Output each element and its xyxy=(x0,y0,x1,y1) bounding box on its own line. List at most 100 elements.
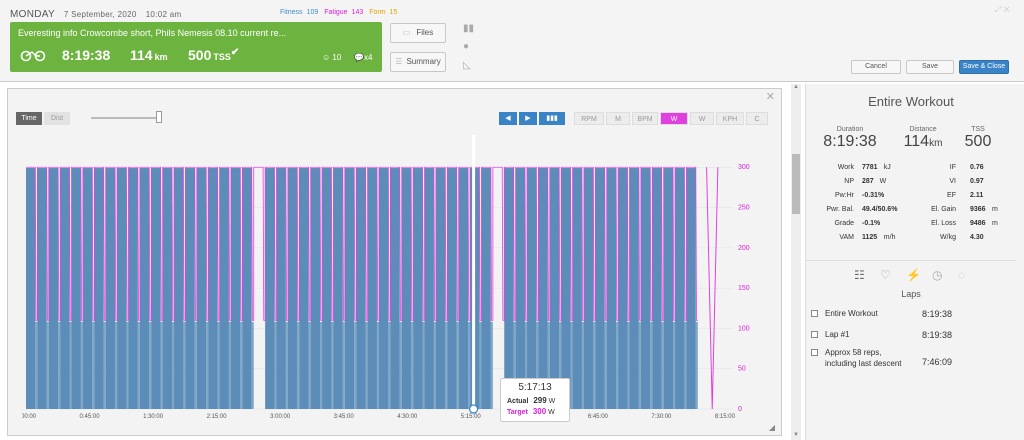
expand-icon[interactable]: ⤢ ✕ xyxy=(995,5,1010,14)
stat-label: Pw:Hr xyxy=(834,192,854,199)
bike-icon xyxy=(20,50,46,62)
recovery-bar xyxy=(604,321,607,409)
stat-value: 287 xyxy=(862,178,874,185)
left-arrow-icon: ◀ xyxy=(505,115,511,122)
comments-count: ☺ 10 xyxy=(322,53,341,62)
divider xyxy=(806,260,1016,261)
power-chart[interactable]: 0:00:00 0:45:00 1:30:00 2:15:00 3:00:00 3:45:… xyxy=(16,133,750,420)
recovery-bar xyxy=(695,321,698,409)
power-bar xyxy=(379,168,389,409)
stat-value: -0.31% xyxy=(862,192,885,199)
clock-icon[interactable]: ◷ xyxy=(932,268,943,282)
channel-button-w[interactable]: W xyxy=(690,112,714,125)
bar-chart-icon[interactable]: ▮▮ xyxy=(463,23,475,34)
cancel-button[interactable]: Cancel xyxy=(851,60,901,74)
stat-label: El. Gain xyxy=(931,206,956,213)
summary-distance-unit: km xyxy=(929,138,943,149)
summary-tss: TSS 500 xyxy=(958,126,998,151)
y-tick-label: 300 xyxy=(738,164,750,171)
summary-button[interactable]: ☰ Summary xyxy=(390,52,446,72)
stat-row: NP 287 W VI 0.97 xyxy=(806,178,1011,188)
workout-title[interactable]: Everesting info Crowcombe short, Phils N… xyxy=(18,28,287,38)
save-close-button[interactable]: Save & Close xyxy=(959,60,1009,74)
recovery-bar xyxy=(297,321,300,409)
lap-label: Entire Workout xyxy=(825,309,878,318)
zoom-slider-handle[interactable] xyxy=(156,111,162,123)
recovery-bar xyxy=(673,321,676,409)
lightning-icon[interactable]: ⚡ xyxy=(906,268,921,282)
y-tick-label: 50 xyxy=(738,366,746,373)
channel-button-bpm[interactable]: BPM xyxy=(632,112,658,125)
power-bar xyxy=(504,168,514,409)
fatigue-label: Fatigue xyxy=(324,9,348,16)
power-bar xyxy=(652,168,662,409)
zoom-slider[interactable] xyxy=(91,117,161,119)
y-tick-label: 100 xyxy=(738,325,750,332)
recovery-bar xyxy=(149,321,152,409)
comment-icon[interactable]: ● xyxy=(463,41,470,52)
scrollbar-down-icon[interactable]: ▼ xyxy=(793,432,799,438)
scrollbar[interactable]: ▲ ▼ xyxy=(791,84,801,440)
prev-button[interactable]: ◀ xyxy=(499,112,517,125)
power-bar xyxy=(48,168,59,409)
time-toggle[interactable]: Time xyxy=(16,112,42,125)
power-bar xyxy=(527,168,537,409)
files-button[interactable]: ▭ Files xyxy=(390,23,446,43)
power-bar xyxy=(356,168,366,409)
close-chart-icon[interactable]: ✕ xyxy=(765,91,775,103)
recovery-bar xyxy=(80,321,83,409)
power-bar xyxy=(675,168,685,409)
workout-summary-card[interactable]: Everesting info Crowcombe short, Phils N… xyxy=(10,22,382,72)
recovery-bar xyxy=(240,321,243,409)
summary-duration: Duration 8:19:38 xyxy=(820,126,880,151)
tooltip-actual-unit: W xyxy=(548,398,556,405)
resize-handle-icon[interactable]: ◢ xyxy=(768,423,775,432)
laps-list-icon[interactable]: ☷ xyxy=(854,268,865,282)
laps-title: Laps xyxy=(901,289,921,299)
lap-checkbox[interactable] xyxy=(811,349,818,356)
recovery-bar xyxy=(331,321,334,409)
form-label: Form xyxy=(369,9,386,16)
bars-button[interactable]: ▮▮▮ xyxy=(539,112,565,125)
scrollbar-up-icon[interactable]: ▲ xyxy=(793,84,799,90)
tooltip-actual: Actual 299 W xyxy=(507,396,569,405)
recovery-bar xyxy=(399,321,402,409)
power-bar xyxy=(94,168,104,409)
right-arrow-icon: ▶ xyxy=(525,115,531,122)
recovery-bar xyxy=(456,321,459,409)
recovery-bar xyxy=(513,321,516,409)
power-bar xyxy=(606,168,617,409)
stat-row: Grade -0.1% El. Loss 9486 m xyxy=(806,220,1011,230)
dashed-circle-icon[interactable]: ◌ xyxy=(958,268,966,282)
channel-button-rpm[interactable]: RPM xyxy=(574,112,604,125)
power-bar xyxy=(185,168,195,409)
dist-toggle[interactable]: Dist xyxy=(44,112,70,125)
stat-unit: m xyxy=(992,206,998,213)
channel-button-m[interactable]: M xyxy=(606,112,630,125)
x-tick-label: 0:00:00 xyxy=(22,414,37,420)
save-button[interactable]: Save xyxy=(906,60,954,74)
ratings-value: x4 xyxy=(363,53,373,62)
x-tick-label: 0:45:00 xyxy=(80,414,101,420)
recovery-bar xyxy=(194,321,197,409)
channel-button-w[interactable]: W xyxy=(660,112,688,125)
power-bar xyxy=(435,168,446,409)
heart-icon[interactable]: ♡ xyxy=(880,268,891,282)
fitness-label: Fitness xyxy=(280,9,303,16)
channel-button-c[interactable]: C xyxy=(746,112,768,125)
scrollbar-thumb[interactable] xyxy=(792,154,800,214)
stat-label: EF xyxy=(947,192,956,199)
recovery-bar xyxy=(627,321,630,409)
chart-plot-area[interactable]: 0:00:00 0:45:00 1:30:00 2:15:00 3:00:00 3:45:… xyxy=(16,133,750,420)
power-bar xyxy=(139,168,150,409)
channel-button-kph[interactable]: KPH xyxy=(716,112,744,125)
power-bar xyxy=(287,168,298,409)
lap-checkbox[interactable] xyxy=(811,310,818,317)
summary-label: Summary xyxy=(406,57,441,66)
next-button[interactable]: ▶ xyxy=(519,112,537,125)
power-bar xyxy=(595,168,605,409)
x-tick-label: 6:45:00 xyxy=(588,414,609,420)
lap-checkbox[interactable] xyxy=(811,331,818,338)
area-chart-icon[interactable]: ◺ xyxy=(463,60,471,71)
recovery-bar xyxy=(536,321,539,409)
